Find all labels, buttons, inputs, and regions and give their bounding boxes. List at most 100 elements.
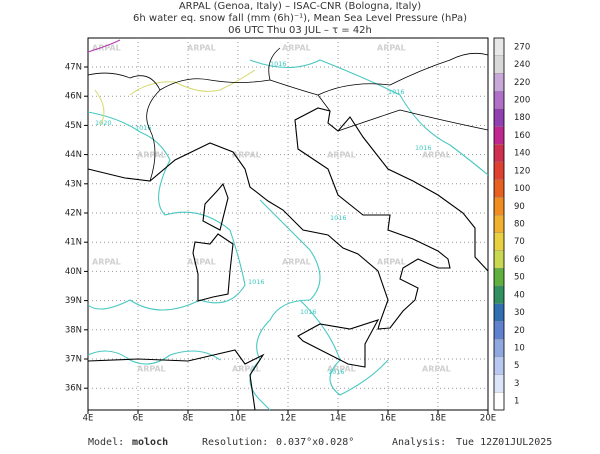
watermark: ARPAL <box>422 365 451 374</box>
lat-label: 43N <box>65 179 82 189</box>
colorbar-label: 20 <box>514 326 525 336</box>
colorbar-swatch <box>493 303 505 322</box>
colorbar-label: 270 <box>514 42 530 52</box>
colorbar-label: 5 <box>514 361 519 371</box>
lat-label: 45N <box>65 121 82 131</box>
isobar <box>249 59 489 176</box>
watermarks: ARPAL ARPAL ARPAL ARPAL ARPAL ARPAL ARPAL ARPAL… <box>92 44 451 377</box>
watermark: ARPAL <box>92 258 121 267</box>
lon-label: 8E <box>183 414 194 424</box>
watermark: ARPAL <box>92 44 121 53</box>
colorbar-swatch <box>493 268 505 287</box>
colorbar-label: 120 <box>514 166 530 176</box>
title-line: ARPAL (Genoa, Italy) – ISAC-CNR (Bologna… <box>179 1 421 12</box>
watermark: ARPAL <box>377 44 406 53</box>
footer-label: Analysis: <box>392 437 446 448</box>
lon-label: 16E <box>380 414 396 424</box>
colorbar-swatch <box>493 161 505 180</box>
lon-label: 10E <box>230 414 246 424</box>
corsica <box>202 182 229 231</box>
isobar-label: 1016 <box>328 368 345 376</box>
lon-label: 18E <box>430 414 446 424</box>
coastlines <box>87 47 489 411</box>
isobar-label: 1016 <box>135 124 152 132</box>
isobars <box>87 59 489 411</box>
colorbar-label: 240 <box>514 60 530 70</box>
isobar-label: 1016 <box>300 308 317 316</box>
colorbar-swatch <box>493 126 505 145</box>
map-frame <box>87 37 489 411</box>
coastline <box>87 107 489 330</box>
lat-label: 39N <box>65 296 82 306</box>
colorbar-label: 220 <box>514 78 530 88</box>
sardinia <box>192 233 234 302</box>
colorbar-label: 10 <box>514 344 525 354</box>
colorbar-swatch <box>493 37 505 56</box>
africa-coast <box>87 349 265 411</box>
colorbar-swatch <box>493 179 505 198</box>
colorbar-label: 30 <box>514 308 525 318</box>
isobar-label: 1016 <box>388 88 405 96</box>
lat-label: 41N <box>65 238 82 248</box>
isobar-label: 1016 <box>415 144 432 152</box>
lat-label: 46N <box>65 92 82 102</box>
colorbar-swatch <box>493 232 505 251</box>
colorbar-swatch <box>493 356 505 375</box>
watermark: ARPAL <box>327 151 356 160</box>
colorbar-swatch <box>493 55 505 74</box>
colorbar-label: 70 <box>514 237 525 247</box>
watermark: ARPAL <box>282 258 311 267</box>
isobar <box>299 299 389 396</box>
watermark: ARPAL <box>187 44 216 53</box>
colorbar-swatch <box>493 214 505 234</box>
colorbar-swatch <box>493 338 505 358</box>
colorbar-label: 1 <box>514 397 519 407</box>
watermark: ARPAL <box>137 365 166 374</box>
watermark: ARPAL <box>282 44 311 53</box>
colorbar-swatch <box>493 144 505 163</box>
colorbar-swatch <box>493 250 505 269</box>
lon-label: 6E <box>133 414 144 424</box>
footer-value: moloch <box>132 437 168 448</box>
colorbar-swatch <box>493 392 505 411</box>
lat-label: 42N <box>65 209 82 219</box>
watermark: ARPAL <box>327 365 356 374</box>
footer-label: Model: <box>88 437 124 448</box>
colorbar-swatch <box>493 197 505 216</box>
lon-label: 12E <box>280 414 296 424</box>
watermark: ARPAL <box>377 258 406 267</box>
footer-value: Tue 12Z01JUL2025 <box>456 437 552 448</box>
sicily <box>297 319 380 368</box>
colorbar-swatch <box>493 73 505 92</box>
border <box>87 47 489 182</box>
title-line: 06 UTC Thu 03 JUL – τ = 42h <box>228 25 372 36</box>
colorbar: 2702402202001801601401201009080706050403… <box>493 37 530 411</box>
axes: 4E 6E 8E 10E 12E 14E 16E 18E 20E 47N 46N 45N 44N 43N 4… <box>65 63 496 424</box>
isobar <box>249 199 321 411</box>
contour <box>87 39 121 53</box>
footer-value: 0.037°x0.028° <box>276 437 354 448</box>
colorbar-label: 180 <box>514 113 530 123</box>
colorbar-swatch <box>493 285 505 304</box>
isobar <box>87 111 246 311</box>
colorbar-label: 90 <box>514 202 525 212</box>
title-line: 6h water eq. snow fall (mm (6h)⁻¹), Mean… <box>133 13 467 24</box>
colorbar-label: 3 <box>514 379 519 389</box>
colorbar-label: 160 <box>514 131 530 141</box>
isobar-label: 1016 <box>330 214 347 222</box>
lat-label: 40N <box>65 267 82 277</box>
colorbar-label: 50 <box>514 273 525 283</box>
lon-label: 4E <box>83 414 94 424</box>
watermark: ARPAL <box>232 151 261 160</box>
footer-label: Resolution: <box>202 437 268 448</box>
lat-label: 44N <box>65 150 82 160</box>
colorbar-swatch <box>493 108 505 127</box>
contour <box>129 69 256 96</box>
colorbar-swatch <box>493 90 505 110</box>
lon-label: 14E <box>330 414 346 424</box>
lat-label: 37N <box>65 355 82 365</box>
colorbar-label: 60 <box>514 255 525 265</box>
colorbar-label: 200 <box>514 96 530 106</box>
lat-label: 36N <box>65 384 82 394</box>
